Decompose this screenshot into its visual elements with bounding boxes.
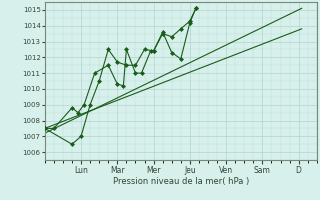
X-axis label: Pression niveau de la mer( hPa ): Pression niveau de la mer( hPa ) [113, 177, 249, 186]
